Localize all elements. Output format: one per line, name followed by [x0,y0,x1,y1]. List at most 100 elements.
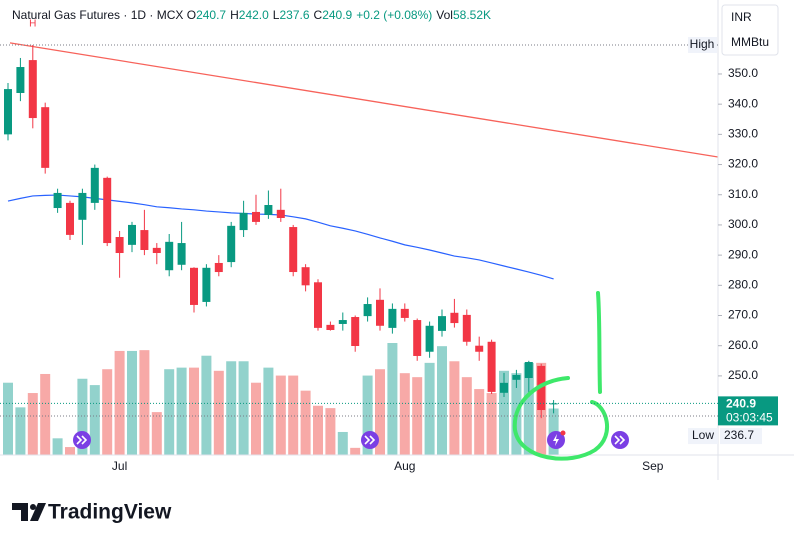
y-tick-label: 310.0 [728,187,758,201]
candle-body [450,312,459,324]
volume-bar [15,407,26,455]
volume-bar [523,362,534,455]
candle-body [338,320,347,324]
volume-bar [461,377,472,455]
volume-bar [499,370,509,455]
candle-body [413,320,422,356]
last-price: 240.9 [726,397,756,411]
low-value: 236.7 [724,428,754,442]
candle-body [78,192,87,220]
plot-area [3,42,718,455]
candle-body [326,324,335,331]
volume-bar [449,361,460,455]
candle-body [462,314,471,342]
high-flag: H [29,19,36,30]
volume-bar [102,369,113,455]
countdown: 03:03:45 [726,411,773,425]
candle-body [276,209,285,218]
volume-bar [387,343,398,455]
y-tick-label: 280.0 [728,277,758,291]
y-tick-label: 300.0 [728,217,758,231]
candle-body [438,316,446,331]
candle-body [177,243,186,265]
volume-bar [65,447,75,455]
volume-bar [89,385,100,455]
volume-bar [486,393,497,455]
volume-bar [399,373,410,455]
volume-bar [350,447,361,455]
volume-bar [164,369,175,455]
candle-body [90,167,99,203]
candle-body [388,308,397,328]
y-tick-label: 290.0 [728,247,758,261]
last-price-box [718,396,778,426]
candle-body [314,282,322,328]
ohlc-value: 242.0 [238,8,269,22]
volume-bar [139,350,150,455]
candle-body [264,205,273,215]
x-tick-label: Jul [112,459,127,473]
y-tick-label: 270.0 [728,308,758,322]
candle-body [115,237,124,254]
logo [12,503,46,521]
currency: INR [731,10,752,24]
candle-body [214,262,223,273]
candle-body [16,67,25,93]
candle-body [152,247,161,254]
volume-bar [52,438,63,455]
candle-body [487,341,496,392]
unit-box[interactable] [721,4,779,56]
legend-header: Natural Gas Futures · 1D · MCX O240.7 H24… [12,8,495,22]
x-tick-label: Aug [394,459,415,473]
candle-body [376,299,384,326]
ohlc-value: 240.7 [196,8,227,22]
candle-body [475,345,484,352]
candle-body [512,374,521,380]
trend-line [9,42,718,158]
unit: MMBtu [731,35,769,49]
candle-body [351,317,360,347]
y-tick-label: 320.0 [728,157,758,171]
candle-body [500,382,508,393]
volume-bar [213,370,224,455]
volume-bar [189,367,199,455]
low-label-box [688,428,718,445]
candle-body [103,177,112,244]
candle-body [190,267,198,305]
volume-bar [40,373,51,455]
candle-body [537,365,546,411]
hand-drawing [512,291,609,461]
volume-bar [313,405,323,455]
volume-bar [27,393,38,455]
volume-bar [251,382,261,455]
volume-bar [375,369,385,455]
candle-body [165,241,174,271]
volume-bar [337,431,348,455]
volume-bar [424,362,435,455]
volume-bar [151,412,162,455]
y-tick-label: 330.0 [728,127,758,141]
candle-body [140,230,149,250]
candle-body [66,202,74,235]
volume-bar [77,378,88,455]
high-label-box [688,36,717,53]
volume-bar [300,390,311,455]
candle-body [28,60,37,119]
low-label: Low [692,428,714,442]
y-tick-label: 250.0 [728,368,758,382]
candle-body [425,325,434,352]
volume-bar [288,375,299,455]
y-tick-label: 340.0 [728,96,758,110]
volume-bar [176,367,187,455]
ohlc-value: 237.6 [279,8,310,22]
candle-body [400,308,409,318]
volume-bar [474,389,485,455]
candle-body [53,192,62,209]
volume-bar [437,346,447,455]
candle-body [301,267,310,286]
y-tick-label: 350.0 [728,66,758,80]
candle-body [524,362,533,379]
volume-bar [263,367,274,455]
candle-body [41,107,50,168]
